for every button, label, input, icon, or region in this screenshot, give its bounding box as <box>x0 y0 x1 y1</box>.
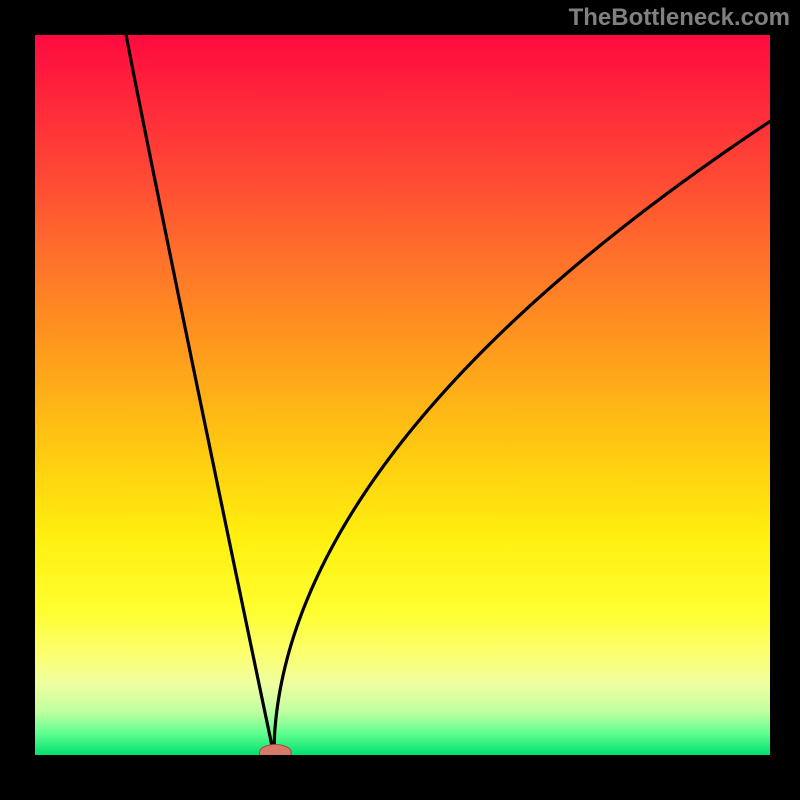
bottleneck-chart <box>35 35 770 755</box>
chart-background <box>35 35 770 755</box>
watermark-text: TheBottleneck.com <box>569 4 790 32</box>
